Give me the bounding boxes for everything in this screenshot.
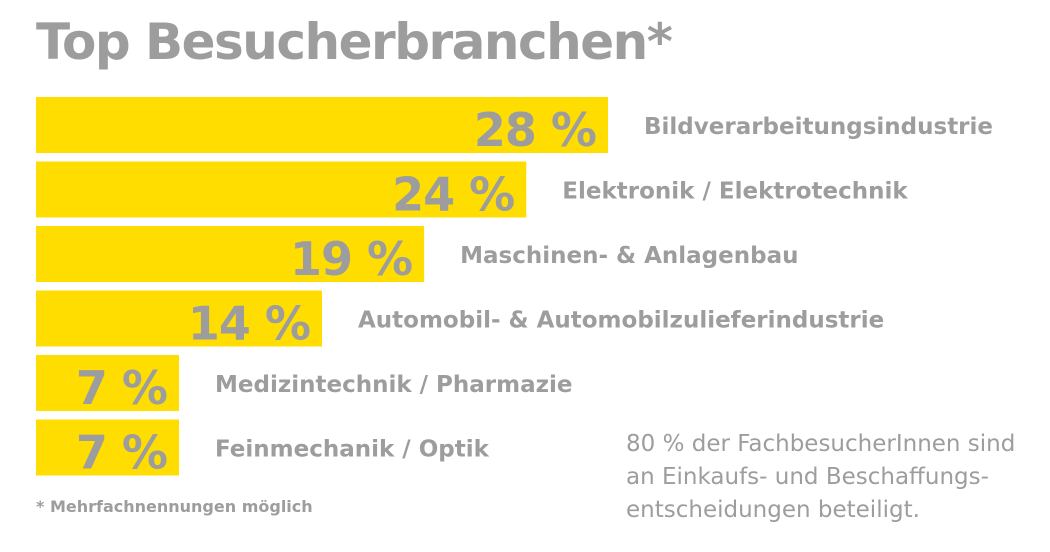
category-label: Elektronik / Elektrotechnik: [562, 179, 908, 205]
bar-value-label: 28 %: [474, 103, 596, 157]
side-note-line: entscheidungen beteiligt.: [626, 497, 920, 523]
bar-3: [36, 226, 425, 282]
category-label: Automobil- & Automobilzulieferindustrie: [358, 308, 884, 334]
bar-4: [36, 290, 322, 347]
bar-5: [36, 355, 179, 411]
bar-6: [36, 419, 179, 476]
bar-value-label: 7 %: [76, 361, 167, 415]
footnote: * Mehrfachnennungen möglich: [36, 497, 313, 516]
category-label: Maschinen- & Anlagenbau: [460, 243, 798, 269]
side-note-line: 80 % der FachbesucherInnen sind: [626, 431, 1016, 457]
bar-value-label: 7 %: [76, 426, 167, 480]
chart-title: Top Besucherbranchen*: [36, 13, 673, 71]
category-label: Medizintechnik / Pharmazie: [215, 372, 573, 398]
bar-2: [36, 161, 527, 218]
side-note-line: an Einkaufs- und Beschaffungs-: [626, 464, 989, 490]
side-note: 80 % der FachbesucherInnen sind an Einka…: [626, 428, 1036, 527]
category-label: Bildverarbeitungsindustrie: [644, 114, 993, 140]
bar-value-label: 24 %: [392, 168, 514, 222]
bar-value-label: 14 %: [188, 297, 310, 351]
bar-value-label: 19 %: [290, 232, 412, 286]
category-label: Feinmechanik / Optik: [215, 437, 490, 463]
bar-1: [36, 97, 608, 153]
